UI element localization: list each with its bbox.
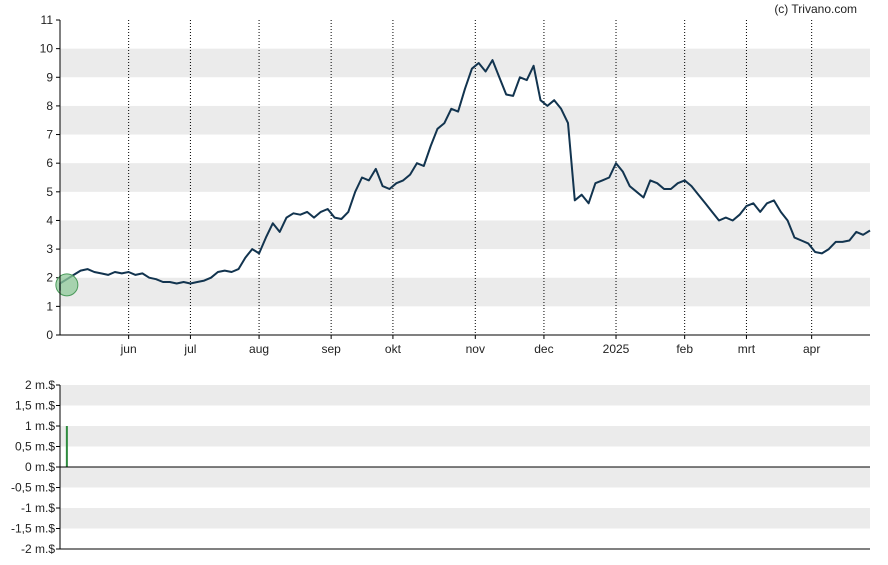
y-tick-label: 3 [46,242,53,256]
x-tick-label: feb [676,342,693,356]
volume-y-axis-ticks: 2 m.$ 1,5 m.$ 1 m.$ 0,5 m.$ 0 m.$ -0,5 m.$ -1 … [11,378,60,556]
x-tick-label: sep [321,342,341,356]
price-axes [59,20,870,336]
y-tick-label: 2 [46,271,53,285]
credit-label: (c) Trivano.com [774,2,857,16]
price-line-series [59,59,871,291]
volume-y-tick-label: 1,5 m.$ [15,399,55,413]
volume-band [60,385,870,406]
price-grid-bands [60,48,870,307]
x-tick-label: apr [803,342,820,356]
price-y-axis-ticks: 0 1 2 3 4 5 6 7 8 9 10 11 [40,13,60,342]
price-highlight-marker [55,273,79,297]
y-tick-label: 8 [46,99,53,113]
volume-y-tick-label: -1 m.$ [21,501,55,515]
volume-y-tick-label: -1,5 m.$ [11,522,55,536]
volume-y-tick-label: -0,5 m.$ [11,481,55,495]
x-tick-label: mrt [738,342,756,356]
volume-axes [59,385,870,550]
y-tick-label: 6 [46,156,53,170]
y-tick-label: 5 [46,185,53,199]
price-line [59,59,871,291]
volume-bars [65,426,68,467]
y-tick-label: 11 [41,13,54,27]
x-tick-label: jul [183,342,196,356]
price-band [60,163,870,192]
y-tick-label: 10 [40,42,54,56]
x-tick-label: aug [249,342,269,356]
volume-grid-bands [60,385,870,529]
x-tick-label: okt [385,342,402,356]
y-tick-label: 1 [46,299,53,313]
volume-y-tick-label: -2 m.$ [21,542,55,556]
x-tick-label: dec [534,342,553,356]
volume-band [60,426,870,447]
volume-bar [65,426,68,467]
y-tick-label: 0 [46,328,53,342]
price-band [60,48,870,78]
volume-y-tick-label: 0 m.$ [25,460,55,474]
highlight-marker [55,273,79,297]
y-tick-label: 9 [46,70,53,84]
x-tick-label: nov [466,342,485,356]
price-band [60,105,870,135]
volume-band [60,467,870,488]
x-tick-label: jun [120,342,137,356]
volume-y-tick-label: 2 m.$ [25,378,55,392]
volume-band [60,508,870,529]
y-tick-label: 4 [46,213,53,227]
x-tick-label: 2025 [603,342,630,356]
price-x-axis-ticks: jun jul aug sep okt nov dec 2025 feb mrt apr [120,335,820,356]
y-tick-label: 7 [46,128,53,142]
volume-y-tick-label: 1 m.$ [25,419,55,433]
price-band [60,220,870,250]
volume-y-tick-label: 0,5 m.$ [15,440,55,454]
